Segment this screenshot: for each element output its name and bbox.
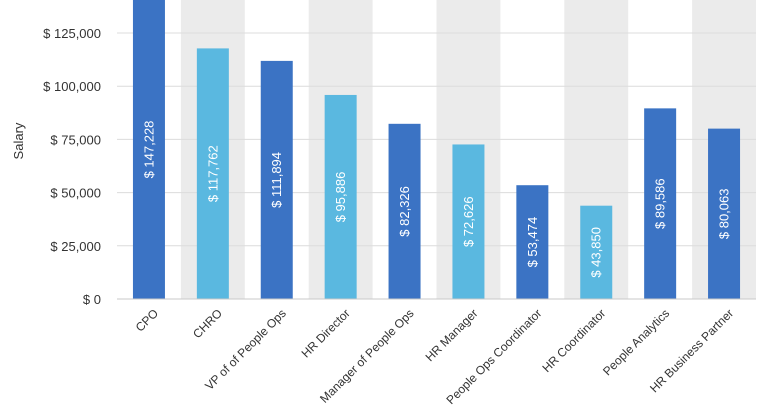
bar-value-label: $ 43,850 — [589, 227, 604, 278]
x-category-label: People Analytics — [600, 306, 672, 378]
bars — [132, 0, 741, 299]
bar — [324, 94, 357, 299]
bar-value-label: $ 80,063 — [717, 189, 732, 240]
x-category-label: CPO — [133, 306, 161, 334]
bar-value-label: $ 89,586 — [653, 178, 668, 229]
x-category-label: HR Director — [299, 306, 353, 360]
bar — [388, 123, 421, 299]
y-axis-ticks: $ 0 $ 25,000 $ 50,000 $ 75,000 $ 100,000 $ 12… — [43, 26, 101, 307]
bar — [516, 185, 549, 299]
y-tick-label: $ 25,000 — [50, 239, 101, 254]
bar — [644, 108, 677, 299]
y-axis-title: Salary — [11, 122, 26, 159]
bar-value-label: $ 53,474 — [525, 217, 540, 268]
bar — [580, 205, 613, 299]
bar-value-label: $ 117,762 — [205, 145, 220, 202]
bar-value-label: $ 72,626 — [461, 196, 476, 247]
y-tick-label: $ 50,000 — [50, 186, 101, 201]
bar — [196, 48, 229, 299]
bar — [132, 0, 165, 299]
y-tick-label: $ 100,000 — [43, 79, 101, 94]
y-tick-label: $ 0 — [83, 292, 101, 307]
bar — [260, 60, 293, 299]
bar-value-label: $ 147,228 — [141, 121, 156, 179]
x-category-label: CHRO — [190, 306, 225, 341]
x-category-label: HR Manager — [423, 306, 481, 364]
y-tick-label: $ 125,000 — [43, 26, 101, 41]
bar — [708, 128, 741, 299]
bar — [452, 144, 485, 299]
data-labels: $ 147,228 $ 117,762 $ 111,894 $ 95,886 $ 82,… — [141, 121, 731, 278]
bar-value-label: $ 82,326 — [397, 186, 412, 237]
bar-value-label: $ 111,894 — [269, 152, 284, 208]
x-category-label: HR Coordinator — [540, 306, 609, 375]
y-tick-label: $ 75,000 — [50, 132, 101, 147]
bar-value-label: $ 95,886 — [333, 172, 348, 223]
